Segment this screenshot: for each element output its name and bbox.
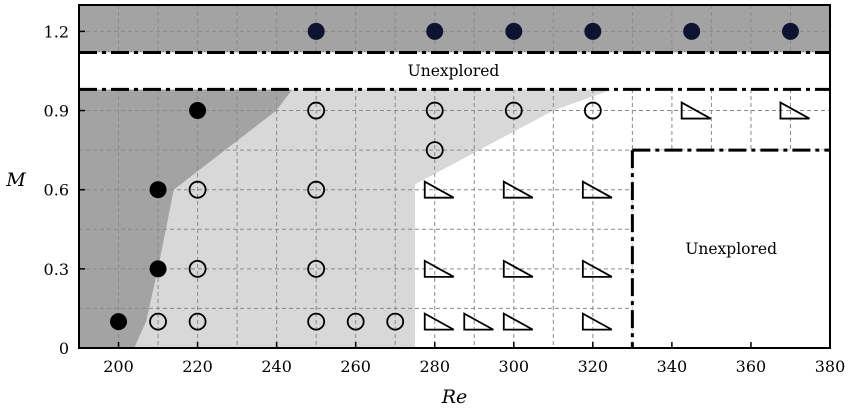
x-tick-label: 300 (499, 357, 530, 376)
filled-circle-marker (584, 22, 602, 40)
y-tick-label: 0 (59, 339, 69, 358)
open-circle-marker (149, 312, 167, 331)
x-tick-label: 240 (261, 357, 292, 376)
open-circle-marker (504, 101, 523, 120)
y-tick-label: 0.3 (44, 260, 69, 279)
x-tick-label: 340 (657, 357, 688, 376)
open-circle-marker (307, 259, 326, 278)
open-triangle-marker (423, 180, 455, 199)
open-circle-marker (425, 141, 444, 160)
unexplored-region-1 (632, 150, 830, 348)
open-circle-marker (188, 312, 207, 331)
open-circle-marker (386, 312, 405, 331)
x-tick-label: 360 (736, 357, 767, 376)
y-tick-label: 0.9 (44, 102, 69, 121)
open-triangle-marker (581, 180, 613, 199)
x-tick-label: 380 (815, 357, 846, 376)
open-circle-marker (188, 259, 207, 278)
x-tick-label: 280 (419, 357, 450, 376)
open-triangle-marker (423, 259, 455, 278)
y-tick-label: 1.2 (44, 22, 69, 41)
filled-circle-marker (426, 22, 444, 40)
open-circle-marker (307, 180, 326, 199)
unexplored-region-0 (79, 52, 830, 90)
x-tick-label: 320 (578, 357, 609, 376)
open-triangle-marker (680, 101, 712, 120)
y-axis-title: M (5, 169, 26, 191)
filled-circle-marker (110, 313, 128, 331)
open-circle-marker (307, 312, 326, 331)
filled-circle-marker (683, 22, 701, 40)
unexplored-label: Unexplored (408, 62, 500, 80)
unexplored-label: Unexplored (685, 240, 777, 258)
open-circle-marker (346, 312, 365, 331)
open-circle-marker (307, 101, 326, 120)
open-triangle-marker (502, 259, 534, 278)
filled-circle-marker (505, 22, 523, 40)
open-triangle-marker (502, 180, 534, 199)
open-circle-marker (188, 180, 207, 199)
region-dark-1 (79, 5, 830, 53)
filled-circle-marker (149, 181, 167, 199)
x-tick-label: 220 (182, 357, 213, 376)
filled-circle-marker (781, 22, 799, 40)
region-dark-0 (79, 89, 293, 348)
y-tick-label: 0.6 (44, 181, 69, 200)
open-triangle-marker (502, 312, 534, 331)
x-tick-label: 200 (103, 357, 134, 376)
filled-circle-marker (149, 260, 167, 278)
open-triangle-marker (423, 312, 455, 331)
x-tick-label: 260 (340, 357, 371, 376)
filled-circle-marker (307, 22, 325, 40)
filled-circle-marker (189, 102, 207, 120)
open-triangle-marker (779, 101, 810, 120)
region-light-2 (134, 89, 613, 348)
open-circle-marker (583, 101, 602, 120)
open-triangle-marker (463, 312, 494, 331)
open-triangle-marker (581, 259, 613, 278)
plot-frame (78, 4, 831, 349)
open-triangle-marker (581, 312, 613, 331)
open-circle-marker (425, 101, 444, 120)
x-axis-title: Re (441, 386, 468, 408)
